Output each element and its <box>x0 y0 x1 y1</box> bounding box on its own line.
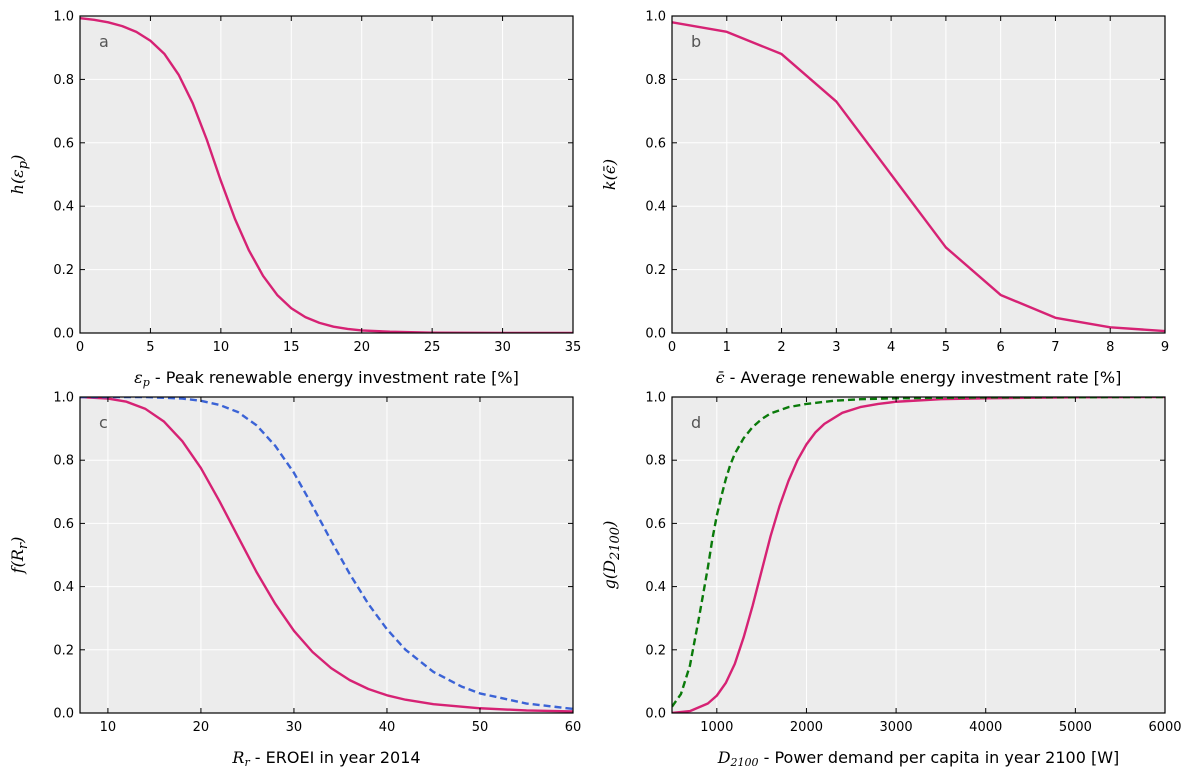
x-tick-label: 30 <box>494 340 511 355</box>
y-tick-label: 0.2 <box>53 263 74 278</box>
panel-c: 10 20 30 40 50 60 0.0 0.2 0.4 0.6 0.8 1.0 c Rr - EROE… <box>8 391 581 770</box>
y-tick-label: 0.8 <box>53 73 74 88</box>
y-tick-label: 1.0 <box>645 10 666 25</box>
y-tick-label: 0.8 <box>645 73 666 88</box>
axes-frame <box>79 396 574 714</box>
x-tick-label: 6000 <box>1148 720 1181 735</box>
x-tick-label: 5 <box>942 340 950 355</box>
panel-letter: c <box>99 413 108 432</box>
axes-frame <box>671 396 1166 714</box>
x-tick-label: 5 <box>146 340 154 355</box>
x-tick-label: 7 <box>1051 340 1059 355</box>
x-axis-label: εp - Peak renewable energy investment ra… <box>134 368 519 389</box>
x-tick-label: 1000 <box>700 720 733 735</box>
x-tick-label: 1 <box>723 340 731 355</box>
y-tick-label: 1.0 <box>53 10 74 25</box>
y-axis-label: k(ϵ̄) <box>600 159 619 190</box>
x-tick-label: 2 <box>777 340 785 355</box>
x-tick-label: 60 <box>565 720 582 735</box>
x-axis-label: D2100 - Power demand per capita in year … <box>717 748 1120 769</box>
x-tick-label: 0 <box>668 340 676 355</box>
axes-frame <box>79 15 574 334</box>
panel-b: 0 1 2 3 4 5 6 7 8 9 0.0 0.2 0.4 0.6 0.8 1.0 b ϵ̄ - Averag… <box>600 10 1169 388</box>
plot-area <box>672 397 1165 713</box>
y-tick-label: 0.4 <box>645 200 666 215</box>
plot-area <box>672 16 1165 333</box>
y-axis-label: h(εp) <box>8 155 31 195</box>
series-line-dashed <box>80 397 573 711</box>
x-tick-label: 35 <box>565 340 582 355</box>
y-tick-label: 0.8 <box>53 454 74 469</box>
series-line-solid <box>672 397 1165 713</box>
panel-d: 1000 2000 3000 4000 5000 6000 0.0 0.2 0.4 0.6 0.8 1… <box>600 391 1182 770</box>
x-tick-label: 20 <box>193 720 210 735</box>
x-axis-label: Rr - EROEI in year 2014 <box>231 748 420 769</box>
y-tick-label: 0.8 <box>645 454 666 469</box>
y-tick-label: 0.0 <box>53 707 74 722</box>
x-tick-label: 10 <box>100 720 117 735</box>
y-axis-label: f(Rr) <box>8 537 31 575</box>
x-tick-label: 50 <box>472 720 489 735</box>
x-axis-label: ϵ̄ - Average renewable energy investment… <box>716 368 1122 387</box>
y-tick-label: 0.6 <box>53 517 74 532</box>
panel-a: 0 5 10 15 20 25 30 35 0.0 0.2 0.4 0.6 0.8 1.0 a εp - Pe… <box>8 10 581 390</box>
x-tick-label: 3000 <box>880 720 913 735</box>
y-tick-label: 0.6 <box>645 517 666 532</box>
x-tick-label: 4 <box>887 340 895 355</box>
panel-letter: b <box>691 32 701 51</box>
y-tick-label: 1.0 <box>53 391 74 406</box>
y-axis-label: g(D2100) <box>600 521 623 590</box>
y-tick-label: 0.2 <box>645 263 666 278</box>
y-tick-label: 0.6 <box>645 136 666 151</box>
axes-frame <box>671 15 1166 334</box>
y-tick-label: 0.0 <box>53 327 74 342</box>
y-tick-label: 0.0 <box>645 707 666 722</box>
panel-letter: a <box>99 32 109 51</box>
x-tick-label: 3 <box>832 340 840 355</box>
y-tick-label: 0.4 <box>53 580 74 595</box>
x-tick-label: 15 <box>283 340 300 355</box>
y-tick-label: 0.2 <box>53 643 74 658</box>
plot-area <box>80 397 573 713</box>
y-tick-label: 0.6 <box>53 136 74 151</box>
series-line-solid <box>672 21 1165 333</box>
x-tick-label: 25 <box>424 340 441 355</box>
series-line-solid <box>80 397 573 713</box>
x-tick-label: 0 <box>76 340 84 355</box>
x-tick-label: 8 <box>1106 340 1114 355</box>
x-tick-label: 4000 <box>969 720 1002 735</box>
x-tick-label: 2000 <box>790 720 823 735</box>
x-tick-label: 10 <box>213 340 230 355</box>
x-tick-label: 6 <box>997 340 1005 355</box>
y-tick-label: 0.4 <box>645 580 666 595</box>
y-tick-label: 0.4 <box>53 200 74 215</box>
x-tick-label: 40 <box>379 720 396 735</box>
panel-letter: d <box>691 413 701 432</box>
x-tick-label: 5000 <box>1059 720 1092 735</box>
y-tick-label: 0.0 <box>645 327 666 342</box>
y-tick-label: 1.0 <box>645 391 666 406</box>
x-tick-label: 30 <box>286 720 303 735</box>
plot-area <box>80 16 573 333</box>
x-tick-label: 9 <box>1161 340 1169 355</box>
y-tick-label: 0.2 <box>645 643 666 658</box>
x-tick-label: 20 <box>353 340 370 355</box>
